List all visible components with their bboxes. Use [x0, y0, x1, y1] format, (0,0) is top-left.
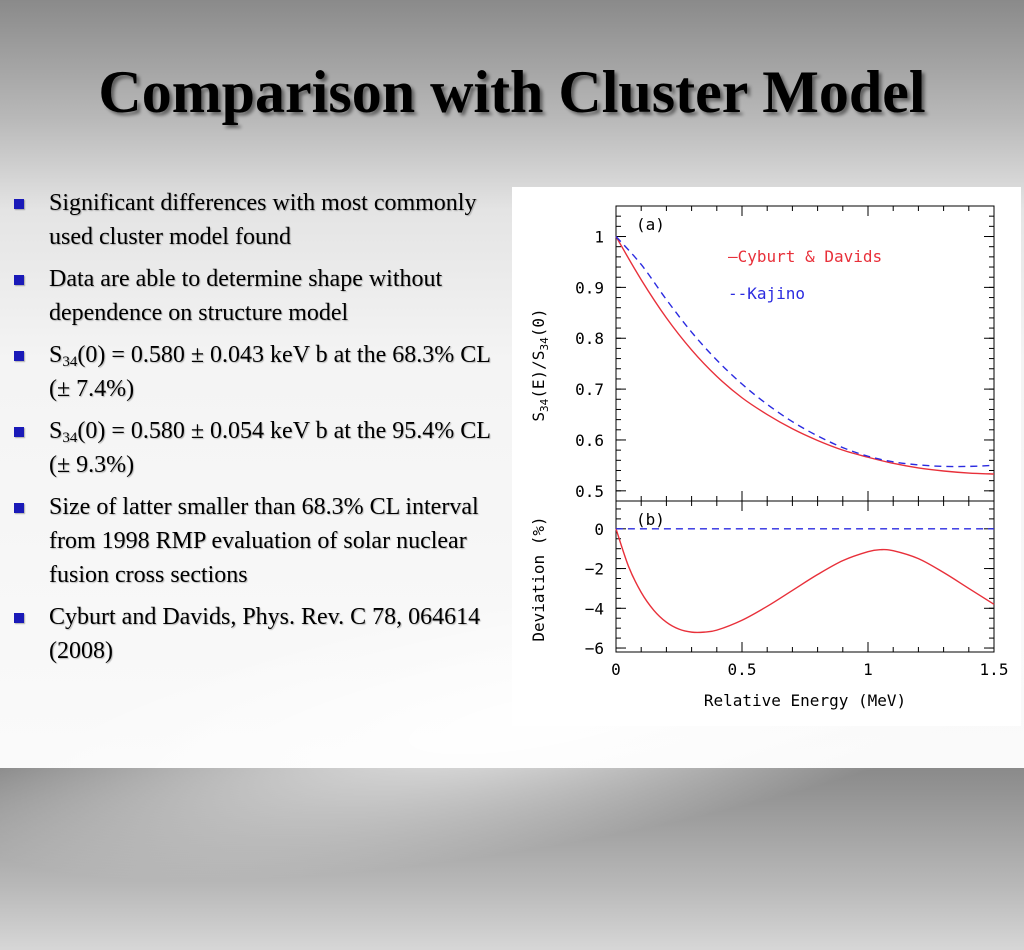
bullet-item: Cyburt and Davids, Phys. Rev. C 78, 0646…	[12, 600, 497, 668]
bullet-text: Size of latter smaller than 68.3% CL int…	[49, 494, 479, 588]
bullet-item: S34(0) = 0.580 ± 0.054 keV b at the 95.4…	[12, 414, 497, 482]
bullet-subscript: 34	[62, 430, 78, 446]
bullet-item: Significant differences with most common…	[12, 186, 497, 254]
x-tick-label: 0	[611, 660, 621, 679]
series-line-cyburt-davids-b	[615, 528, 995, 634]
ylabel-sub1: 34	[538, 398, 551, 412]
ylabel-post: (0)	[529, 308, 548, 337]
ylabel-mid: (E)/S	[529, 351, 548, 399]
series-line-kajino-a	[615, 236, 995, 468]
bullet-text-post: (0) = 0.580 ± 0.043 keV b at the 68.3% C…	[49, 342, 491, 402]
square-bullet-icon	[14, 503, 24, 513]
bullet-text-post: (0) = 0.580 ± 0.054 keV b at the 95.4% C…	[49, 418, 491, 478]
slide-title: Comparison with Cluster Model	[98, 59, 926, 125]
y-axis-label-bottom: Deviation (%)	[529, 516, 548, 641]
y-axis-label-top: S34(E)/S34(0)	[529, 308, 551, 421]
bullet-text: Cyburt and Davids, Phys. Rev. C 78, 0646…	[49, 604, 481, 664]
y-tick-label: 0.6	[575, 431, 604, 450]
y-tick-label: −4	[585, 599, 604, 618]
ylabel-pre: S	[529, 412, 548, 422]
panel-label-b: (b)	[636, 510, 665, 529]
x-axis-label: Relative Energy (MeV)	[704, 691, 906, 710]
ylabel-sub2: 34	[538, 337, 551, 351]
bullet-text: Data are able to determine shape without…	[49, 266, 443, 326]
panel-label-a: (a)	[636, 215, 665, 234]
legend-entry-kajino: --Kajino	[728, 284, 805, 303]
panel-frame-b	[615, 500, 995, 653]
square-bullet-icon	[14, 427, 24, 437]
x-tick-label: 1	[863, 660, 873, 679]
y-tick-label: −2	[585, 560, 604, 579]
plot-panel: S34(E)/S34(0) Deviation (%) Relative Ene…	[512, 187, 1021, 726]
bullet-list: Significant differences with most common…	[12, 186, 497, 676]
x-tick-label: 1.5	[980, 660, 1009, 679]
y-tick-label: 0.9	[575, 278, 604, 297]
y-tick-label: 0.7	[575, 380, 604, 399]
series-line-cyburt-davids-a	[615, 236, 995, 475]
y-tick-label: 0.8	[575, 329, 604, 348]
bullet-item: Size of latter smaller than 68.3% CL int…	[12, 490, 497, 592]
y-tick-label: 0.5	[575, 482, 604, 501]
bullet-text: Significant differences with most common…	[49, 190, 477, 250]
square-bullet-icon	[14, 275, 24, 285]
y-tick-label: 0	[594, 520, 604, 539]
x-tick-label: 0.5	[728, 660, 757, 679]
bullet-text-pre: S	[49, 418, 63, 444]
legend-entry-cyburt-davids: —Cyburt & Davids	[728, 247, 882, 266]
bullet-item: Data are able to determine shape without…	[12, 262, 497, 330]
y-tick-label: 1	[594, 228, 604, 247]
square-bullet-icon	[14, 613, 24, 623]
bullet-subscript: 34	[62, 354, 78, 370]
bullet-item: S34(0) = 0.580 ± 0.043 keV b at the 68.3…	[12, 338, 497, 406]
square-bullet-icon	[14, 199, 24, 209]
square-bullet-icon	[14, 351, 24, 361]
y-tick-label: −6	[585, 639, 604, 658]
figure-svg: S34(E)/S34(0) Deviation (%) Relative Ene…	[529, 205, 1009, 710]
bullet-text-pre: S	[49, 342, 63, 368]
